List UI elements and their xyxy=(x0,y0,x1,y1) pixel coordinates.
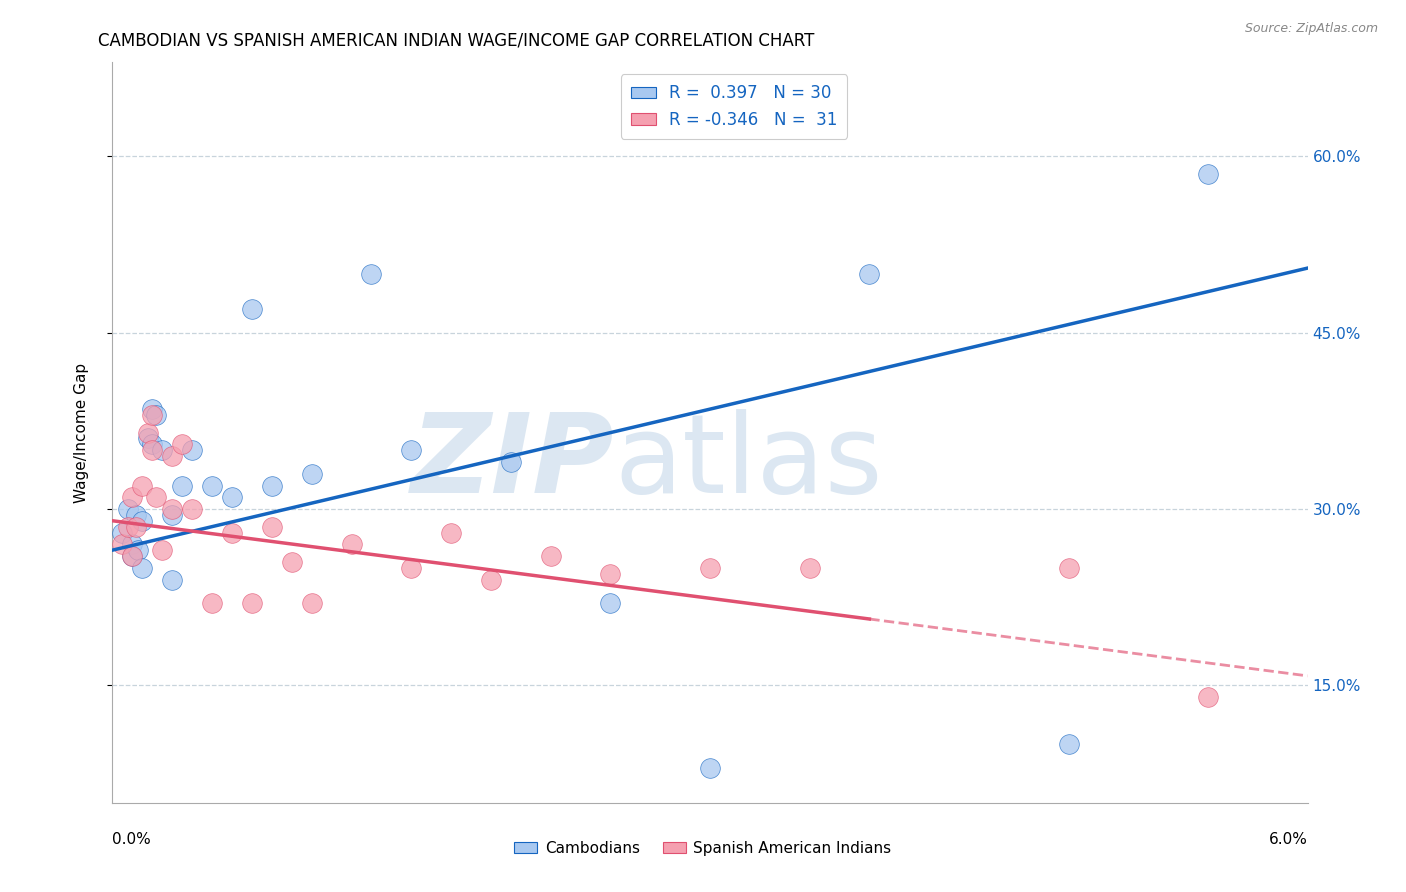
Point xyxy=(240,302,263,317)
Point xyxy=(141,402,163,417)
Point xyxy=(172,437,194,451)
Legend: Cambodians, Spanish American Indians: Cambodians, Spanish American Indians xyxy=(509,835,897,862)
Point xyxy=(117,502,139,516)
Point xyxy=(131,561,153,575)
Point xyxy=(201,596,224,610)
Y-axis label: Wage/Income Gap: Wage/Income Gap xyxy=(75,362,89,503)
Point xyxy=(799,561,821,575)
Point xyxy=(127,543,149,558)
Text: ZIP: ZIP xyxy=(411,409,614,516)
Point xyxy=(440,525,463,540)
Point xyxy=(131,514,153,528)
Point xyxy=(121,490,143,504)
Point xyxy=(150,443,173,458)
Point xyxy=(138,425,160,440)
Point xyxy=(125,519,148,533)
Text: Source: ZipAtlas.com: Source: ZipAtlas.com xyxy=(1244,22,1378,36)
Point xyxy=(172,478,194,492)
Point xyxy=(131,478,153,492)
Point xyxy=(111,525,134,540)
Point xyxy=(301,467,323,481)
Point xyxy=(240,596,263,610)
Point xyxy=(1057,737,1080,751)
Point xyxy=(117,519,139,533)
Point xyxy=(125,508,148,522)
Point xyxy=(162,508,183,522)
Text: 0.0%: 0.0% xyxy=(112,832,152,847)
Point xyxy=(181,443,204,458)
Point xyxy=(260,519,283,533)
Point xyxy=(858,267,880,281)
Point xyxy=(401,561,423,575)
Point xyxy=(360,267,382,281)
Point xyxy=(301,596,323,610)
Point xyxy=(150,543,173,558)
Legend: R =  0.397   N = 30, R = -0.346   N =  31: R = 0.397 N = 30, R = -0.346 N = 31 xyxy=(620,74,848,139)
Point xyxy=(699,561,721,575)
Text: 6.0%: 6.0% xyxy=(1268,832,1308,847)
Text: CAMBODIAN VS SPANISH AMERICAN INDIAN WAGE/INCOME GAP CORRELATION CHART: CAMBODIAN VS SPANISH AMERICAN INDIAN WAG… xyxy=(98,31,815,49)
Point xyxy=(401,443,423,458)
Point xyxy=(141,437,163,451)
Point xyxy=(599,566,621,581)
Point xyxy=(260,478,283,492)
Point xyxy=(111,537,134,551)
Point xyxy=(1197,167,1219,181)
Point xyxy=(479,573,502,587)
Point xyxy=(145,490,167,504)
Point xyxy=(121,537,143,551)
Point xyxy=(162,449,183,463)
Point xyxy=(540,549,562,563)
Point xyxy=(145,408,167,422)
Point xyxy=(499,455,522,469)
Point xyxy=(121,549,143,563)
Point xyxy=(201,478,224,492)
Point xyxy=(699,760,721,774)
Point xyxy=(181,502,204,516)
Point xyxy=(121,549,143,563)
Text: atlas: atlas xyxy=(614,409,883,516)
Point xyxy=(138,432,160,446)
Point xyxy=(141,443,163,458)
Point xyxy=(1057,561,1080,575)
Point xyxy=(340,537,363,551)
Point xyxy=(221,525,243,540)
Point xyxy=(162,502,183,516)
Point xyxy=(162,573,183,587)
Point xyxy=(221,490,243,504)
Point xyxy=(281,555,304,569)
Point xyxy=(599,596,621,610)
Point xyxy=(1197,690,1219,704)
Point xyxy=(141,408,163,422)
